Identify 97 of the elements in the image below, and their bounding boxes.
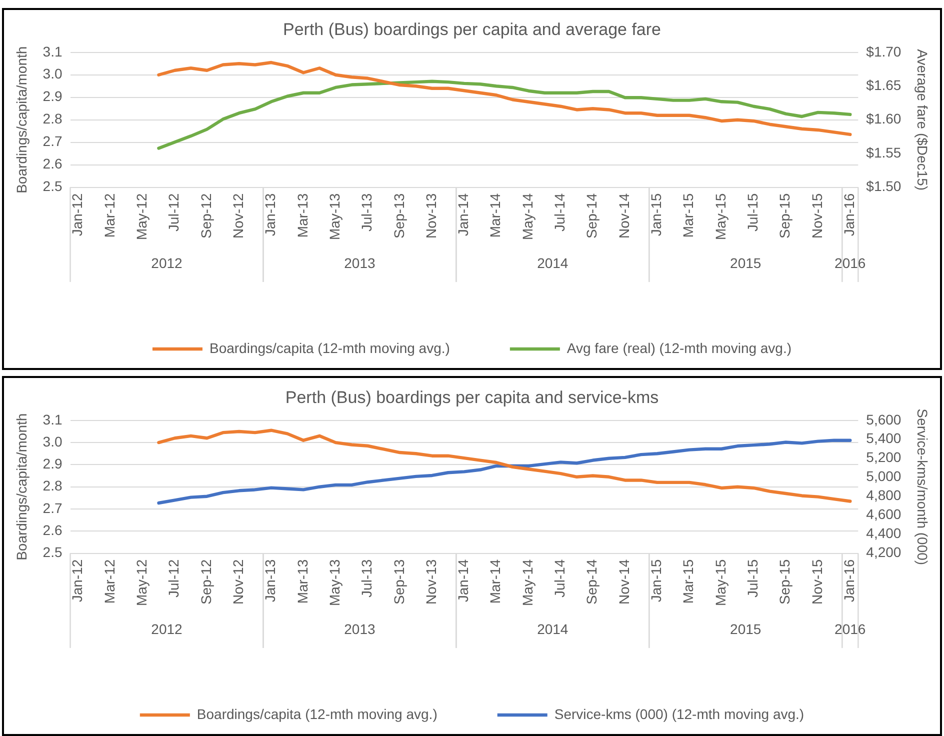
text: 2012 — [151, 620, 183, 637]
x-tick-label: May-14 — [519, 559, 536, 606]
y-tick-label: 2.7 — [42, 500, 62, 516]
text: 2016 — [834, 254, 866, 271]
text: 2016 — [834, 620, 866, 637]
y2-axis-title: Service-kms/month (000) — [914, 408, 931, 566]
x-tick-label: Nov-13 — [422, 559, 439, 604]
x-tick-label: Nov-13 — [422, 193, 439, 238]
x-tick-label: Mar-14 — [487, 193, 504, 238]
x-tick-label: Nov-14 — [616, 559, 632, 604]
y2-tick-label: 4,400 — [866, 525, 902, 542]
x-tick-label: Jul-12 — [166, 559, 182, 598]
text: 2015 — [730, 254, 762, 271]
y-tick-label: 3.1 — [42, 411, 62, 428]
legend-label: Boardings/capita (12-mth moving avg.) — [209, 340, 450, 356]
x-tick-label: May-13 — [326, 193, 342, 240]
x-tick-label: Jul-14 — [552, 193, 568, 232]
y2-axis-title: Average fare ($Dec15) — [914, 49, 931, 191]
x-tick-label: Mar-13 — [294, 193, 310, 238]
y-tick-label: 3.0 — [42, 433, 62, 450]
x-tick-label: Sep-12 — [198, 193, 214, 238]
x-tick-label: Mar-14 — [487, 559, 504, 604]
x-tick-label: Mar-13 — [294, 559, 310, 604]
x-tick-label: May-12 — [133, 559, 150, 606]
y-tick-label: 2.6 — [42, 522, 62, 538]
x-tick-label: Sep-12 — [198, 559, 214, 604]
y2-tick-label: $1.65 — [866, 76, 902, 93]
x-tick-label: Nov-15 — [808, 193, 825, 238]
y-tick-label: 2.9 — [42, 456, 62, 472]
x-tick-label: Jan-16 — [840, 559, 857, 602]
chart-title: Perth (Bus) boardings per capita and average fare — [282, 20, 662, 39]
text: 2014 — [537, 620, 568, 637]
x-tick-label: Nov-12 — [230, 193, 246, 238]
x-tick-label: Jan-14 — [455, 193, 472, 236]
y-axis-title: Boardings/capita/month — [13, 413, 30, 560]
x-tick-label: Nov-15 — [808, 559, 825, 604]
y2-tick-label: 4,800 — [866, 487, 902, 504]
x-tick-label: Nov-14 — [616, 193, 632, 238]
legend-label: Boardings/capita (12-mth moving avg.) — [196, 706, 438, 722]
x-tick-label: Jul-15 — [744, 193, 761, 232]
y2-tick-label: 4,200 — [866, 544, 902, 560]
text: 2014 — [537, 254, 568, 271]
legend-label: Avg fare (real) (12-mth moving avg.) — [566, 340, 792, 356]
x-tick-label: Sep-14 — [584, 559, 600, 604]
y-tick-label: 2.9 — [42, 88, 62, 104]
x-tick-label: Jan-12 — [69, 193, 86, 236]
legend-label: Service-kms (000) (12-mth moving avg.) — [554, 706, 804, 722]
y2-tick-label: $1.50 — [866, 178, 902, 194]
y-axis-title: Boardings/capita/month — [13, 46, 30, 194]
y2-tick-label: 4,600 — [866, 506, 902, 522]
x-tick-label: Sep-13 — [390, 193, 407, 238]
x-tick-label: May-15 — [712, 559, 728, 606]
y2-tick-label: $1.55 — [866, 144, 902, 160]
x-tick-label: Mar-15 — [680, 193, 696, 238]
y2-tick-label: $1.60 — [866, 110, 902, 127]
x-tick-label: Jul-12 — [166, 193, 182, 232]
x-tick-label: Jul-14 — [552, 559, 568, 598]
y2-tick-label: 5,600 — [866, 411, 902, 428]
y2-tick-label: 5,200 — [866, 449, 902, 466]
text: 2015 — [730, 620, 762, 637]
x-tick-label: Jan-12 — [69, 559, 86, 602]
text: 2012 — [151, 254, 183, 271]
x-tick-label: Sep-15 — [776, 559, 793, 604]
text: 2013 — [344, 254, 376, 271]
x-tick-label: Mar-15 — [680, 559, 696, 604]
x-tick-label: May-13 — [326, 559, 342, 606]
y-tick-label: 2.5 — [42, 544, 62, 560]
x-tick-label: Jan-13 — [262, 193, 278, 236]
x-tick-label: Jul-15 — [744, 559, 761, 598]
x-tick-label: Sep-13 — [390, 559, 407, 604]
x-tick-label: Mar-12 — [101, 193, 118, 238]
y2-tick-label: $1.70 — [866, 43, 902, 60]
x-tick-label: May-15 — [712, 193, 728, 240]
y-tick-label: 2.8 — [42, 478, 62, 494]
x-tick-label: Jan-15 — [648, 193, 664, 236]
x-tick-label: Sep-14 — [584, 193, 600, 238]
x-tick-label: Mar-12 — [101, 559, 118, 604]
x-tick-label: Jul-13 — [358, 193, 375, 232]
x-tick-label: May-14 — [519, 193, 536, 240]
x-tick-label: Jan-14 — [455, 559, 472, 602]
x-tick-label: Jul-13 — [358, 559, 375, 598]
y-tick-label: 2.5 — [42, 178, 62, 194]
y-tick-label: 2.6 — [42, 156, 62, 172]
text: 2013 — [344, 620, 376, 637]
x-tick-label: Jan-15 — [648, 559, 664, 602]
x-tick-label: Nov-12 — [230, 559, 246, 604]
x-tick-label: May-12 — [133, 193, 150, 240]
y-tick-label: 2.7 — [42, 133, 62, 150]
y2-tick-label: 5,400 — [866, 430, 902, 446]
x-tick-label: Sep-15 — [776, 193, 793, 238]
y-tick-label: 3.0 — [42, 66, 62, 82]
y2-tick-label: 5,000 — [866, 468, 902, 484]
x-tick-label: Jan-13 — [262, 559, 278, 602]
x-tick-label: Jan-16 — [840, 193, 857, 236]
y-tick-label: 2.8 — [42, 110, 62, 127]
chart-title: Perth (Bus) boardings per capita and service-kms — [285, 388, 659, 407]
y-tick-label: 3.1 — [42, 43, 62, 60]
